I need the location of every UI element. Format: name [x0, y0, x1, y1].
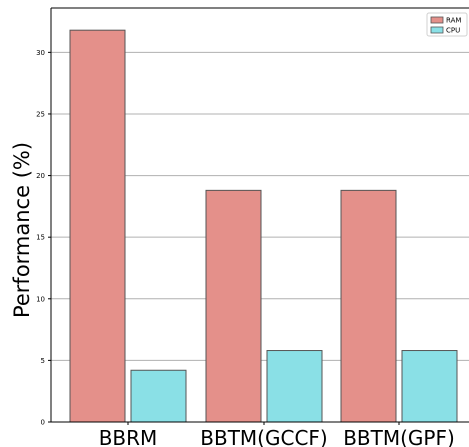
y-tick-label: 20: [36, 172, 45, 180]
legend-swatch-ram: [430, 16, 444, 24]
y-ticks: 0 5 10 15 20 25 30: [36, 49, 51, 427]
bar-cpu-3: [401, 350, 458, 423]
y-tick-label: 0: [41, 419, 45, 427]
y-tick-label: 30: [36, 49, 45, 57]
y-tick-label: 15: [36, 234, 45, 242]
bar-cpu-1: [130, 369, 187, 423]
y-tick-label: 5: [41, 357, 45, 365]
legend-swatch-cpu: [430, 26, 444, 34]
bar-ram-3: [340, 189, 397, 423]
bar-ram-2: [205, 189, 262, 423]
legend-label-cpu: CPU: [446, 27, 460, 35]
bars: [69, 29, 458, 423]
bar-cpu-2: [266, 350, 323, 423]
bar-ram-1: [69, 29, 126, 423]
x-tick-label: BBRM: [99, 426, 158, 447]
x-tick-label: BBTM(GPF): [343, 426, 455, 447]
y-tick-label: 25: [36, 110, 45, 118]
legend-label-ram: RAM: [446, 17, 461, 25]
y-axis-title: Performance (%): [10, 142, 34, 318]
y-tick-label: 10: [36, 295, 45, 303]
x-ticks: BBRM BBTM(GCCF) BBTM(GPF): [99, 422, 455, 447]
x-tick-label: BBTM(GCCF): [200, 426, 327, 447]
legend: RAM CPU: [426, 12, 468, 37]
